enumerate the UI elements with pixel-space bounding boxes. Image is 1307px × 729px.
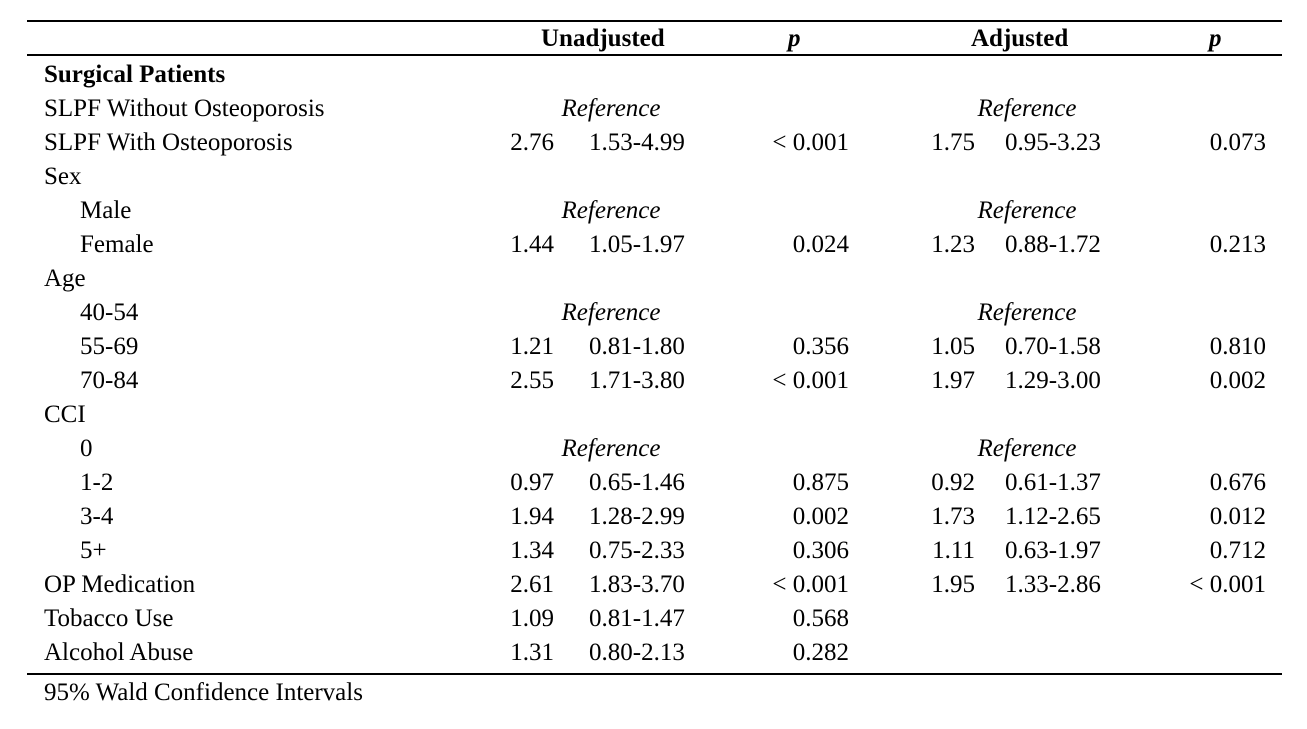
unadjusted-p-value: < 0.001 [772, 367, 849, 394]
adjusted-p-value: 0.810 [1209, 333, 1266, 360]
unadjusted-p-value: 0.024 [792, 231, 849, 258]
unadjusted-p-value: < 0.001 [772, 571, 849, 598]
unadjusted-odds-ratio: 0.97 [510, 469, 554, 496]
unadjusted-odds-ratio: 1.94 [510, 503, 554, 530]
unadjusted-ci: 0.80-2.13 [589, 639, 685, 666]
adjusted-odds-ratio: 1.75 [931, 129, 975, 156]
unadjusted-p-value: 0.356 [792, 333, 849, 360]
adjusted-odds-ratio: 1.97 [931, 367, 975, 394]
row-label: CCI [44, 401, 86, 428]
unadjusted-p-value: 0.568 [792, 605, 849, 632]
adjusted-p-value: < 0.001 [1189, 571, 1266, 598]
unadjusted-ci: 1.83-3.70 [589, 571, 685, 598]
adjusted-ci: 0.63-1.97 [1005, 537, 1101, 564]
unadjusted-odds-ratio: 2.61 [510, 571, 554, 598]
unadjusted-odds-ratio: 1.44 [510, 231, 554, 258]
adjusted-reference: Reference [977, 299, 1077, 326]
unadjusted-ci: 0.65-1.46 [589, 469, 685, 496]
unadjusted-ci: 1.05-1.97 [589, 231, 685, 258]
unadjusted-odds-ratio: 1.31 [510, 639, 554, 666]
row-label: Male [80, 197, 132, 224]
unadjusted-reference: Reference [561, 435, 661, 462]
adjusted-ci: 0.70-1.58 [1005, 333, 1101, 360]
adjusted-p-value: 0.012 [1209, 503, 1266, 530]
header-adjusted: Adjusted [971, 25, 1069, 52]
row-label: Tobacco Use [44, 605, 174, 632]
adjusted-p-value: 0.002 [1209, 367, 1266, 394]
adjusted-ci: 0.88-1.72 [1005, 231, 1101, 258]
unadjusted-p-value: 0.306 [792, 537, 849, 564]
header-unadjusted: Unadjusted [541, 25, 665, 52]
adjusted-odds-ratio: 1.11 [932, 537, 975, 564]
unadjusted-odds-ratio: 2.55 [510, 367, 554, 394]
adjusted-odds-ratio: 1.23 [931, 231, 975, 258]
unadjusted-reference: Reference [561, 299, 661, 326]
unadjusted-p-value: 0.875 [792, 469, 849, 496]
unadjusted-odds-ratio: 1.34 [510, 537, 554, 564]
unadjusted-odds-ratio: 1.09 [510, 605, 554, 632]
unadjusted-reference: Reference [561, 95, 661, 122]
row-label: 5+ [80, 537, 107, 564]
adjusted-ci: 0.61-1.37 [1005, 469, 1101, 496]
unadjusted-reference: Reference [561, 197, 661, 224]
adjusted-reference: Reference [977, 435, 1077, 462]
unadjusted-ci: 1.53-4.99 [589, 129, 685, 156]
row-label: 70-84 [80, 367, 139, 394]
header-p-unadjusted: p [788, 25, 801, 52]
unadjusted-ci: 1.28-2.99 [589, 503, 685, 530]
row-label: SLPF Without Osteoporosis [44, 95, 325, 122]
adjusted-p-value: 0.676 [1209, 469, 1266, 496]
adjusted-odds-ratio: 1.95 [931, 571, 975, 598]
row-label: Surgical Patients [44, 61, 226, 88]
unadjusted-odds-ratio: 1.21 [510, 333, 554, 360]
adjusted-p-value: 0.073 [1209, 129, 1266, 156]
unadjusted-p-value: 0.282 [792, 639, 849, 666]
adjusted-odds-ratio: 1.05 [931, 333, 975, 360]
adjusted-ci: 0.95-3.23 [1005, 129, 1101, 156]
table-bottom-rule [27, 673, 1282, 675]
header-p-adjusted: p [1209, 25, 1222, 52]
row-label: 3-4 [80, 503, 114, 530]
unadjusted-ci: 1.71-3.80 [589, 367, 685, 394]
row-label: Age [44, 265, 86, 292]
unadjusted-p-value: 0.002 [792, 503, 849, 530]
adjusted-p-value: 0.213 [1209, 231, 1266, 258]
unadjusted-odds-ratio: 2.76 [510, 129, 554, 156]
row-label: 0 [80, 435, 93, 462]
adjusted-odds-ratio: 1.73 [931, 503, 975, 530]
adjusted-reference: Reference [977, 197, 1077, 224]
row-label: Female [80, 231, 154, 258]
adjusted-p-value: 0.712 [1209, 537, 1266, 564]
header-rule [27, 54, 1282, 56]
unadjusted-ci: 0.81-1.80 [589, 333, 685, 360]
adjusted-odds-ratio: 0.92 [931, 469, 975, 496]
adjusted-reference: Reference [977, 95, 1077, 122]
row-label: SLPF With Osteoporosis [44, 129, 293, 156]
row-label: Sex [44, 163, 82, 190]
row-label: 55-69 [80, 333, 139, 360]
adjusted-ci: 1.12-2.65 [1005, 503, 1101, 530]
table-footnote: 95% Wald Confidence Intervals [44, 679, 363, 706]
row-label: Alcohol Abuse [44, 639, 194, 666]
row-label: OP Medication [44, 571, 196, 598]
row-label: 1-2 [80, 469, 114, 496]
table-top-rule [27, 20, 1282, 22]
unadjusted-ci: 0.75-2.33 [589, 537, 685, 564]
unadjusted-p-value: < 0.001 [772, 129, 849, 156]
unadjusted-ci: 0.81-1.47 [589, 605, 685, 632]
row-label: 40-54 [80, 299, 139, 326]
adjusted-ci: 1.29-3.00 [1005, 367, 1101, 394]
adjusted-ci: 1.33-2.86 [1005, 571, 1101, 598]
